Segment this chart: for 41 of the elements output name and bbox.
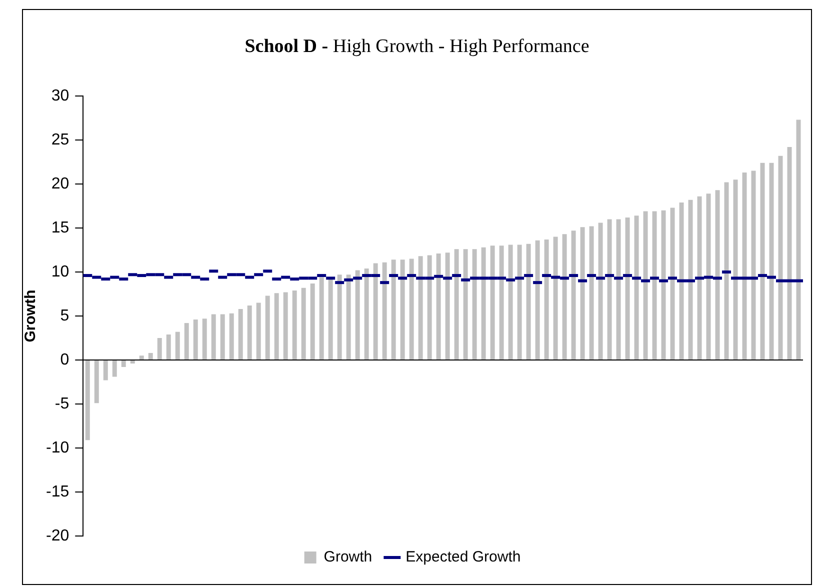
legend-label: Expected Growth — [406, 548, 521, 566]
bar — [247, 305, 252, 360]
bar — [121, 360, 126, 368]
bar — [256, 302, 261, 360]
bar — [148, 352, 153, 360]
bar — [202, 318, 207, 360]
bar — [265, 296, 270, 360]
bar — [166, 334, 171, 360]
bar — [283, 292, 288, 360]
legend-label: Growth — [324, 548, 372, 566]
y-tick-label: 25 — [51, 131, 70, 148]
bar — [94, 360, 99, 404]
y-tick-label: -10 — [46, 439, 70, 456]
y-tick-label: 30 — [51, 87, 70, 104]
y-tick-label: -5 — [54, 395, 70, 412]
y-tick-label: 5 — [60, 307, 70, 324]
bar — [211, 314, 216, 360]
y-tick-label: -20 — [46, 527, 70, 544]
bar — [274, 293, 279, 360]
y-tick-label: 10 — [51, 263, 70, 280]
bar — [220, 314, 225, 360]
bar — [193, 320, 198, 360]
chart-title: School D - High Growth - High Performance — [244, 36, 590, 57]
y-tick-label: 0 — [60, 351, 70, 368]
bar — [130, 360, 135, 364]
bar — [301, 288, 306, 360]
bar — [238, 308, 243, 360]
bar — [175, 332, 180, 360]
bar — [103, 360, 108, 380]
bar — [139, 356, 144, 360]
y-tick-label: 15 — [51, 219, 70, 236]
y-tick-label: -15 — [46, 483, 70, 500]
bar — [229, 313, 234, 360]
bar — [157, 338, 162, 360]
bar — [112, 360, 117, 377]
bar — [310, 283, 315, 360]
bar — [184, 323, 189, 360]
bar — [85, 360, 90, 440]
bar — [292, 290, 297, 360]
y-tick-label: 20 — [51, 175, 70, 192]
y-axis-title: Growth — [22, 290, 40, 342]
